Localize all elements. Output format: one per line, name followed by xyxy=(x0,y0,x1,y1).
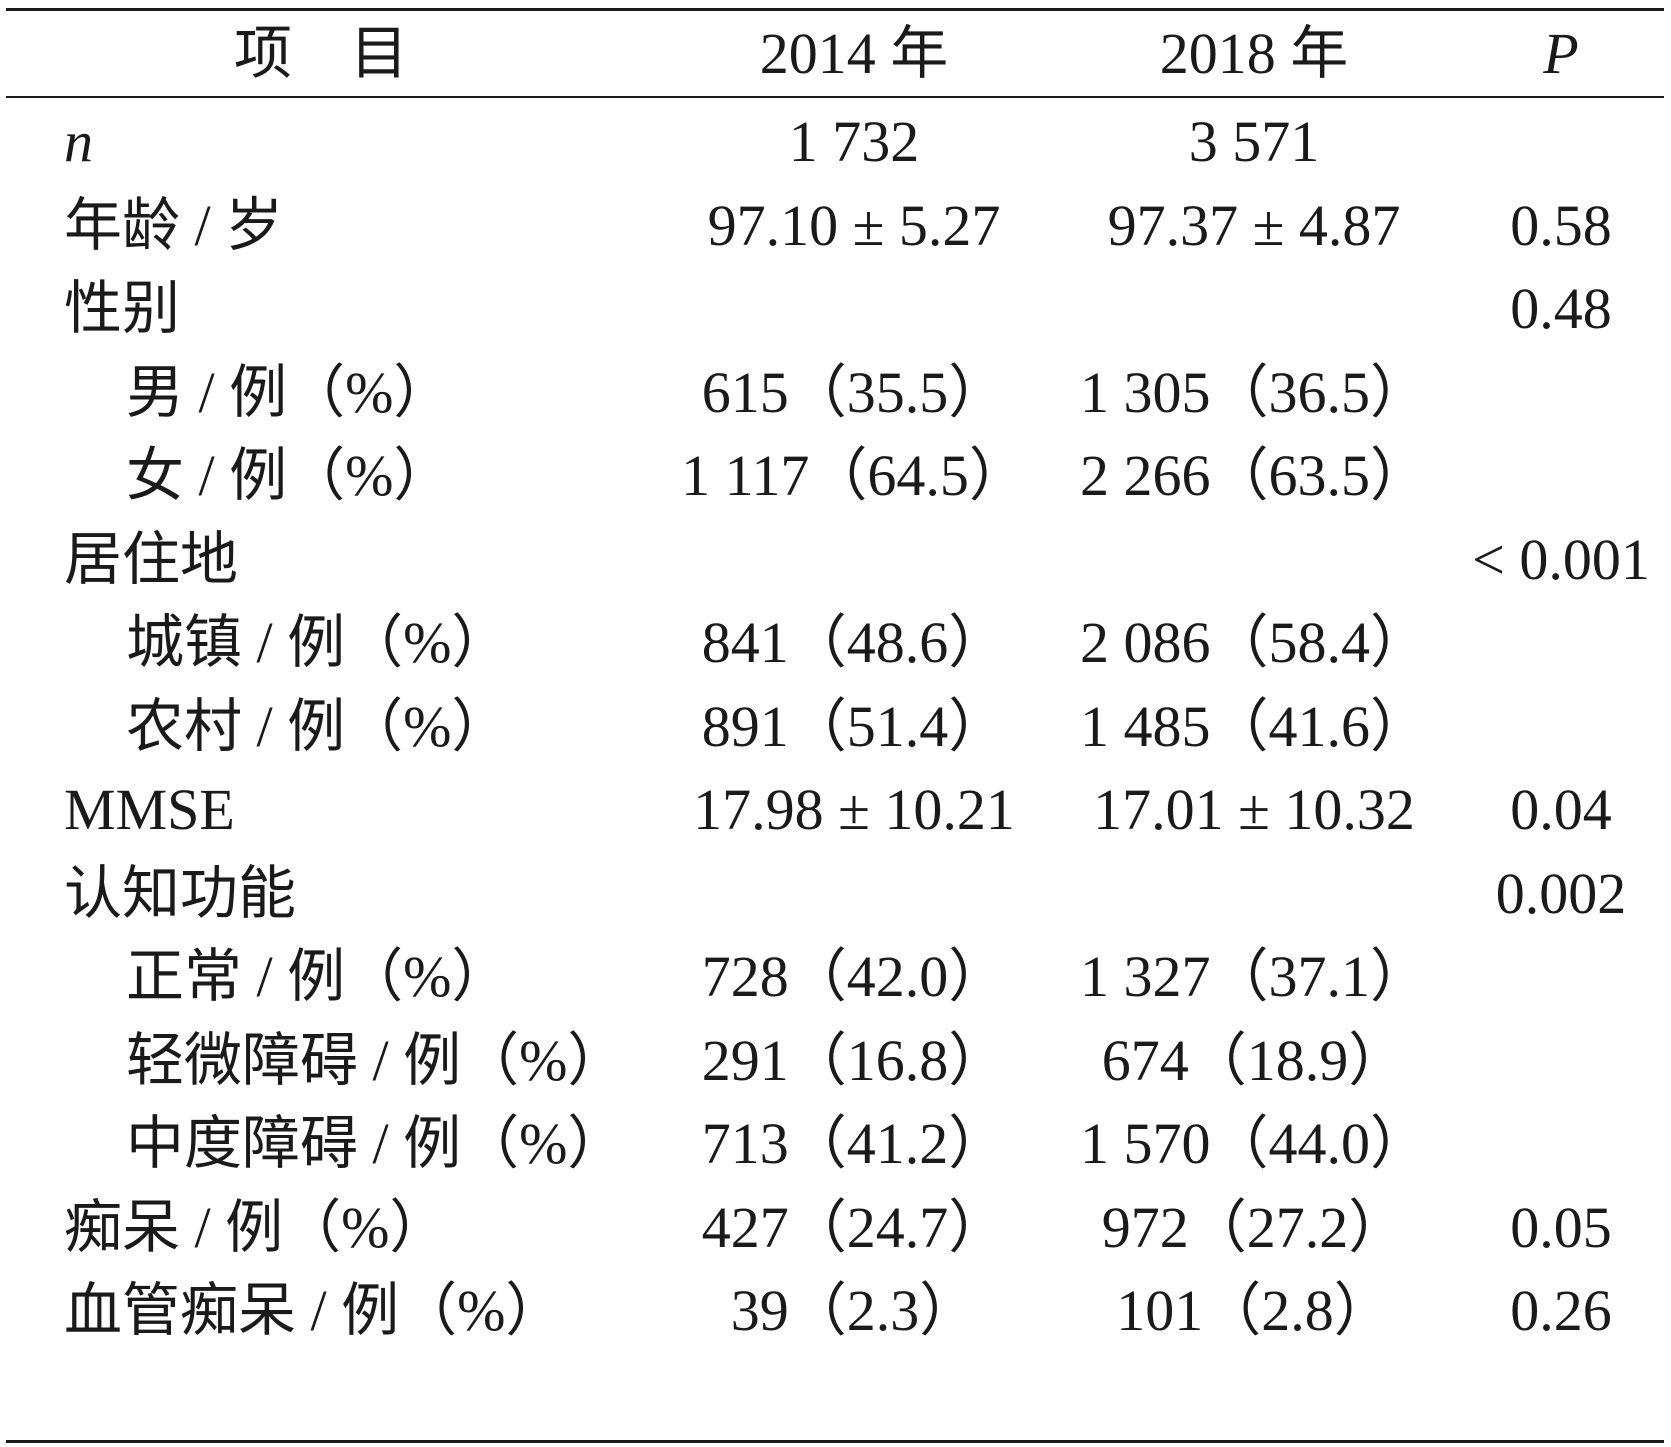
value-2018 xyxy=(1044,850,1464,938)
p-value xyxy=(1431,1017,1671,1105)
p-value xyxy=(1431,683,1671,771)
p-value: 0.48 xyxy=(1510,276,1612,341)
value-2014: 39（2.3） xyxy=(730,1278,978,1343)
table-row: 性别 0.48 xyxy=(6,265,1664,353)
p-value xyxy=(1431,599,1671,687)
value-2014 xyxy=(644,516,1064,604)
p-value xyxy=(1431,432,1671,520)
value-2014: 427（24.7） xyxy=(701,1194,1007,1260)
value-2018: 1 570（44.0） xyxy=(1079,1111,1428,1176)
value-2014: 615（35.5） xyxy=(701,359,1007,425)
header-2014: 2014 年 xyxy=(759,21,949,86)
row-label: 血管痴呆 / 例（%） xyxy=(64,1278,564,1343)
table-row: 城镇 / 例（%） 841（48.6） 2 086（58.4） xyxy=(6,599,1664,687)
value-2014 xyxy=(644,850,1064,938)
p-value xyxy=(1431,933,1671,1021)
row-label: n xyxy=(64,109,93,174)
p-value: 0.002 xyxy=(1495,860,1627,926)
p-value: 0.04 xyxy=(1510,777,1612,842)
table-row: 男 / 例（%） 615（35.5） 1 305（36.5） xyxy=(6,349,1664,437)
value-2018: 17.01 ± 10.32 xyxy=(1093,777,1415,842)
value-2018: 972（27.2） xyxy=(1101,1194,1407,1260)
header-item: 项目 xyxy=(234,21,467,86)
header-2018: 2018 年 xyxy=(1159,21,1349,86)
table-row: 年龄 / 岁 97.10 ± 5.27 97.37 ± 4.87 0.58 xyxy=(6,182,1664,270)
value-2018: 674（18.9） xyxy=(1101,1027,1407,1093)
value-2014: 891（51.4） xyxy=(701,693,1007,759)
value-2018: 1 327（37.1） xyxy=(1079,944,1428,1009)
p-value: 0.58 xyxy=(1510,192,1612,258)
row-label: 女 / 例（%） xyxy=(126,443,452,508)
value-2014: 841（48.6） xyxy=(701,610,1007,675)
table-row: n 1 732 3 571 xyxy=(6,98,1664,186)
table-row: 中度障碍 / 例（%） 713（41.2） 1 570（44.0） xyxy=(6,1100,1664,1188)
table-row: 女 / 例（%） 1 117（64.5） 2 266（63.5） xyxy=(6,432,1664,520)
value-2014 xyxy=(644,265,1064,353)
row-label: 城镇 / 例（%） xyxy=(126,610,510,675)
header-p: P xyxy=(1543,21,1579,86)
row-label: 中度障碍 / 例（%） xyxy=(126,1111,626,1176)
value-2018: 1 485（41.6） xyxy=(1079,693,1428,759)
p-value xyxy=(1431,98,1671,186)
value-2014: 1 117（64.5） xyxy=(681,443,1027,508)
value-2014: 1 732 xyxy=(788,109,920,174)
row-label: 年龄 / 岁 xyxy=(64,192,284,258)
p-value: 0.26 xyxy=(1510,1278,1612,1343)
table-row: 正常 / 例（%） 728（42.0） 1 327（37.1） xyxy=(6,933,1664,1021)
table-row: 农村 / 例（%） 891（51.4） 1 485（41.6） xyxy=(6,683,1664,771)
value-2018: 2 266（63.5） xyxy=(1079,443,1428,508)
row-label: 居住地 xyxy=(64,526,239,592)
p-value xyxy=(1431,349,1671,437)
value-2014: 97.10 ± 5.27 xyxy=(707,192,1001,258)
table-row: 认知功能 0.002 xyxy=(6,850,1664,938)
value-2018: 101（2.8） xyxy=(1116,1278,1392,1343)
table-row: 居住地 < 0.001 xyxy=(6,516,1664,604)
row-label: 轻微障碍 / 例（%） xyxy=(126,1027,626,1093)
table-top-rule xyxy=(6,8,1664,11)
value-2018: 1 305（36.5） xyxy=(1079,359,1428,425)
row-label: MMSE xyxy=(64,777,235,842)
p-value: < 0.001 xyxy=(1472,526,1650,592)
value-2018: 2 086（58.4） xyxy=(1079,610,1428,675)
p-value xyxy=(1431,1100,1671,1188)
value-2014: 291（16.8） xyxy=(701,1027,1007,1093)
p-value: 0.05 xyxy=(1510,1194,1612,1260)
table-header-row: 项目 2014 年 2018 年 P xyxy=(6,10,1664,98)
row-label: 农村 / 例（%） xyxy=(126,693,510,759)
row-label: 性别 xyxy=(64,276,181,341)
table-bottom-rule xyxy=(6,1440,1664,1443)
value-2018 xyxy=(1044,516,1464,604)
value-2018: 3 571 xyxy=(1188,109,1320,174)
table-header-rule xyxy=(6,96,1664,98)
table-row: MMSE 17.98 ± 10.21 17.01 ± 10.32 0.04 xyxy=(6,766,1664,854)
row-label: 认知功能 xyxy=(64,860,297,926)
table-row: 痴呆 / 例（%） 427（24.7） 972（27.2） 0.05 xyxy=(6,1184,1664,1272)
value-2014: 713（41.2） xyxy=(701,1111,1007,1176)
row-label: 痴呆 / 例（%） xyxy=(64,1194,448,1260)
value-2018: 97.37 ± 4.87 xyxy=(1107,192,1401,258)
table-row: 轻微障碍 / 例（%） 291（16.8） 674（18.9） xyxy=(6,1017,1664,1105)
table-row: 血管痴呆 / 例（%） 39（2.3） 101（2.8） 0.26 xyxy=(6,1267,1664,1355)
value-2014: 17.98 ± 10.21 xyxy=(693,777,1015,842)
value-2018 xyxy=(1044,265,1464,353)
row-label: 男 / 例（%） xyxy=(126,359,452,425)
row-label: 正常 / 例（%） xyxy=(126,944,510,1009)
value-2014: 728（42.0） xyxy=(701,944,1007,1009)
